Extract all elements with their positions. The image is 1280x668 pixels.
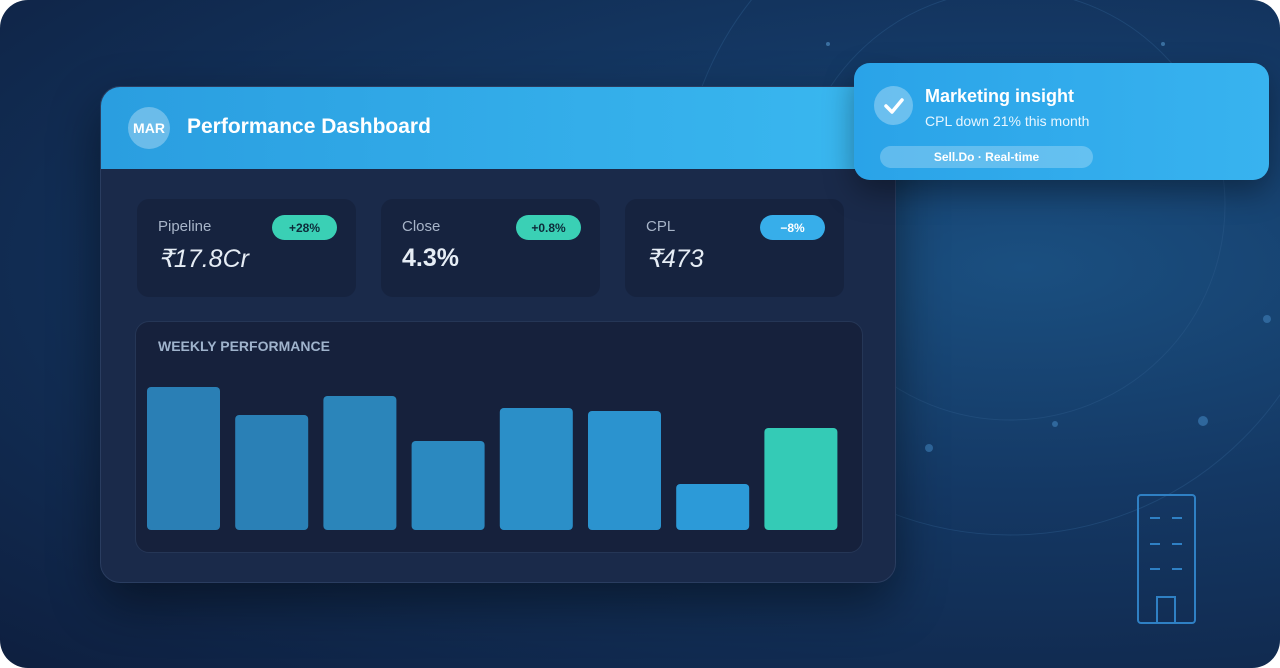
bar (764, 428, 838, 530)
notification[interactable]: Marketing insight CPL down 21% this mont… (854, 63, 1269, 180)
kpi-card: Close 4.3% +0.8% (381, 199, 600, 297)
kpi-change: +0.8% (516, 215, 581, 240)
header: MAR Performance Dashboard (101, 87, 895, 169)
bar (235, 415, 309, 530)
kpi-card: Pipeline ₹17.8Cr +28% (137, 199, 356, 297)
notification-text: CPL down 21% this month (925, 113, 1090, 129)
notification-title: Marketing insight (925, 86, 1075, 106)
kpi-label: Close (402, 218, 441, 235)
notification-tag: Sell.Do · Real-time (880, 146, 1093, 168)
kpi-change: −8% (760, 215, 825, 240)
check-icon (874, 86, 913, 125)
bar (323, 396, 397, 530)
bar (499, 408, 573, 530)
bar (676, 484, 750, 530)
dashboard-card: MAR Performance Dashboard WEEKLY PERFORM… (100, 86, 896, 583)
kpi-card: CPL ₹473 −8% (625, 199, 844, 297)
dashboard-title: Performance Dashboard (187, 115, 431, 138)
chart-panel: WEEKLY PERFORMANCE (135, 321, 863, 553)
kpi-value: ₹17.8Cr (158, 245, 249, 273)
bar-chart (147, 387, 838, 530)
kpi-change: +28% (272, 215, 337, 240)
kpi-value: 4.3% (402, 244, 459, 272)
kpi-label: CPL (646, 218, 676, 235)
kpi-value: ₹473 (646, 245, 704, 273)
chart-title: WEEKLY PERFORMANCE (158, 338, 330, 354)
bar (588, 411, 661, 530)
bar (147, 387, 220, 530)
month-badge: MAR (128, 107, 170, 149)
bar (411, 441, 485, 530)
kpi-label: Pipeline (158, 218, 212, 235)
